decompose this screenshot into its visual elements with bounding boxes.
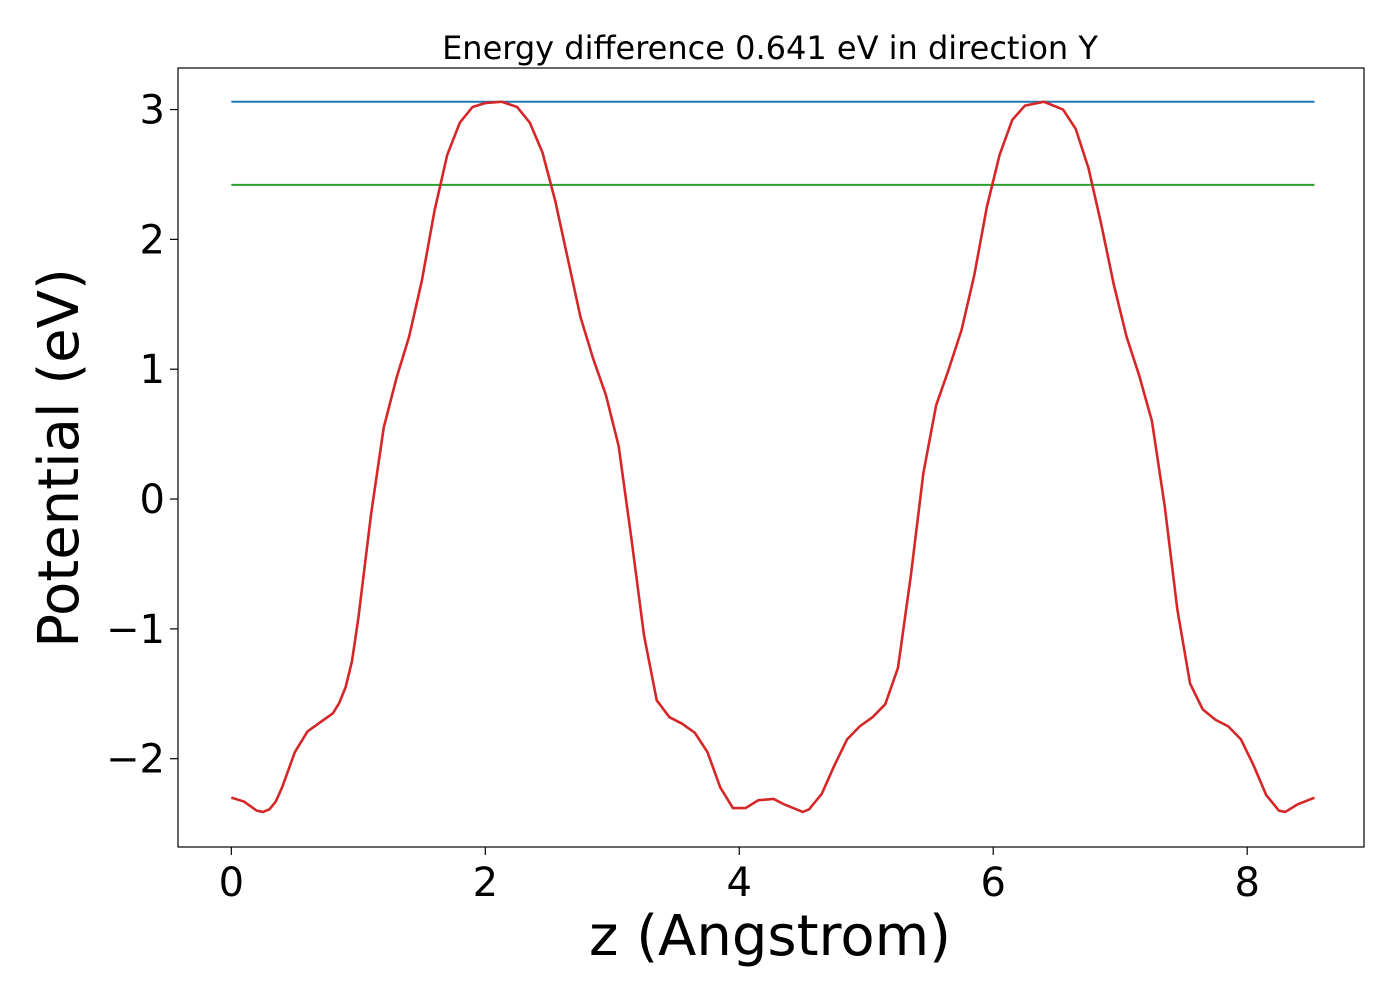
x-axis: 0 2 4 6 8 [219, 847, 1260, 906]
x-tick-label: 2 [473, 860, 498, 906]
y-tick-label: 3 [140, 88, 165, 134]
y-tick-label: −2 [106, 737, 165, 783]
y-tick-label: 0 [140, 477, 165, 523]
y-tick-label: 2 [140, 217, 165, 263]
x-tick-label: 0 [219, 860, 244, 906]
chart-title: Energy difference 0.641 eV in direction … [442, 29, 1098, 67]
y-axis-label: Potential (eV) [27, 268, 92, 648]
series-line-potential [230, 100, 1315, 814]
series-layer [230, 100, 1315, 814]
x-tick-label: 6 [980, 860, 1005, 906]
plot-area-frame [177, 67, 1365, 848]
x-axis-label: z (Angstrom) [589, 904, 951, 969]
x-tick-label: 8 [1234, 860, 1259, 906]
y-tick-label: −1 [106, 607, 165, 653]
y-tick-label: 1 [140, 347, 165, 393]
y-axis: −2 −1 0 1 2 3 [106, 88, 178, 783]
x-tick-label: 4 [727, 860, 752, 906]
